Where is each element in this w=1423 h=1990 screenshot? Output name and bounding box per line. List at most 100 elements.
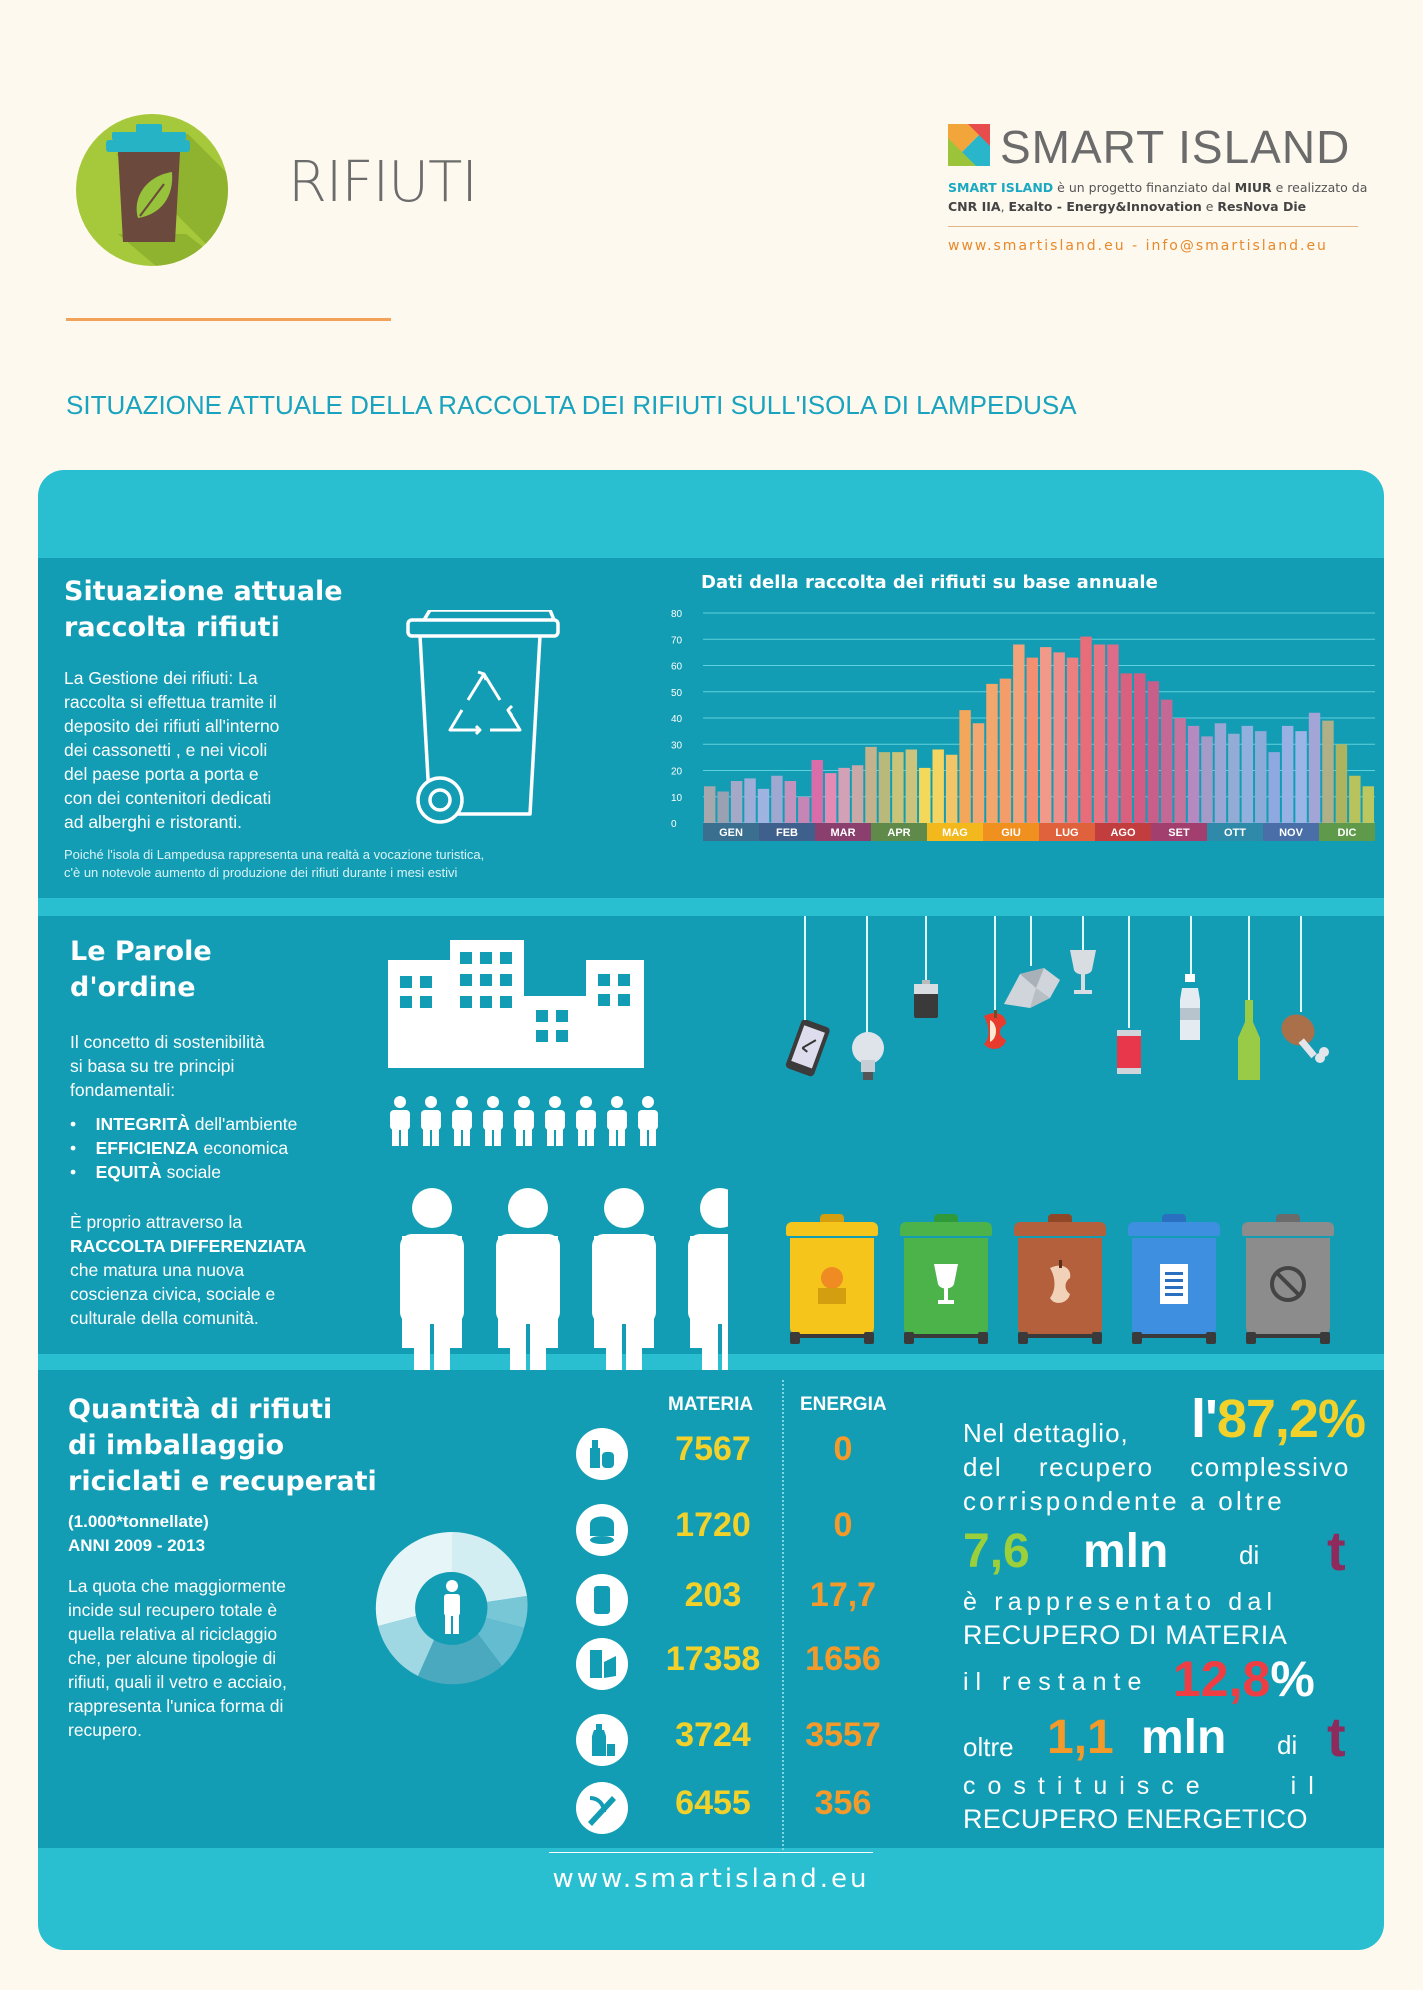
y-tick-label: 70: [671, 635, 683, 646]
chart-bar: [945, 754, 958, 823]
footer-website-link[interactable]: www.smartisland.eu: [552, 1864, 870, 1894]
table-divider: [782, 1380, 784, 1850]
packaging-icon: [590, 1440, 614, 1468]
section-current-situation: [38, 558, 1384, 898]
month-band: [1319, 823, 1375, 841]
blue-bin: [1128, 1214, 1220, 1346]
chart-bar: [771, 775, 783, 823]
footer-divider: [549, 1852, 873, 1853]
chart-bar: [1026, 657, 1038, 823]
chart-bar: [1335, 744, 1348, 823]
chart-bar: [1134, 673, 1146, 823]
section-packaging-recovery: [38, 1370, 1384, 1848]
section2-intro: Il concetto di sostenibilità si basa su t…: [70, 1032, 265, 1100]
main-panel: Situazione attuale raccolta rifiuti La Ge…: [38, 470, 1384, 1950]
packaging-icon: [590, 1516, 614, 1544]
recovery-donut-chart: [375, 1531, 528, 1685]
section2-title: Le Parole d'ordine: [70, 936, 212, 1003]
person-icon: [545, 1096, 565, 1146]
month-label: APR: [887, 827, 910, 839]
month-label: LUG: [1055, 827, 1078, 839]
principle-item: • EQUITÀ sociale: [70, 1162, 222, 1182]
waste-bin-logo: [76, 114, 228, 266]
chart-bar: [1268, 752, 1280, 823]
chart-bar: [1080, 636, 1092, 823]
energia-value: 17,7: [809, 1576, 877, 1614]
energia-value: 356: [814, 1784, 872, 1822]
chart-bar: [1362, 786, 1374, 823]
person-icon: [483, 1096, 503, 1146]
chart-bar: [730, 781, 743, 823]
glass-icon: [934, 1264, 958, 1304]
packaging-icon: [592, 1724, 615, 1756]
can-icon: [1117, 1030, 1141, 1074]
chart-bar: [811, 760, 823, 823]
chart-bar: [757, 788, 770, 823]
chart-bar: [704, 786, 716, 823]
chart-bar: [1322, 720, 1334, 823]
chart-bar: [1147, 681, 1159, 823]
section1-note: Poiché l'isola di Lampedusa rappresenta …: [64, 847, 485, 880]
smart-island-logo-icon: [948, 124, 990, 166]
month-label: AGO: [1110, 827, 1136, 839]
material-type-icon: [576, 1574, 628, 1626]
chart-bar: [717, 791, 729, 823]
materia-value: 7567: [675, 1430, 751, 1468]
chart-bar: [1093, 644, 1106, 823]
month-label: GEN: [719, 827, 743, 839]
chart-title: Dati della raccolta dei rifiuti su base …: [701, 572, 1158, 593]
month-label: SET: [1168, 827, 1190, 839]
chart-bar: [1228, 733, 1240, 823]
person-icon: [421, 1096, 441, 1146]
recycling-bin-icon: [406, 610, 560, 824]
chart-bar: [878, 752, 891, 823]
packaging-icon: [594, 1586, 610, 1614]
chart-bar: [1255, 731, 1267, 823]
phone-icon: [785, 1020, 830, 1077]
y-tick-label: 0: [671, 819, 677, 830]
material-type-icon: [576, 1782, 628, 1834]
section2-outro: È proprio attraverso la RACCOLTA DIFFERE…: [70, 1212, 307, 1328]
annual-waste-chart: Dati della raccolta dei rifiuti su base …: [663, 558, 1383, 898]
header-divider: [66, 318, 391, 321]
principles-list: • INTEGRITÀ dell'ambiente • EFFICIENZA e…: [70, 1112, 390, 1184]
month-label: DIC: [1338, 827, 1357, 839]
chart-bar: [1349, 775, 1361, 823]
chart-bar: [1174, 718, 1186, 823]
brand-name: SMART ISLAND: [1000, 121, 1351, 173]
month-band: [759, 823, 815, 841]
section1-title: Situazione attuale raccolta rifiuti: [64, 576, 343, 643]
col-energia: ENERGIA: [800, 1394, 887, 1415]
brand-divider: [948, 226, 1358, 227]
chart-bar: [959, 710, 971, 823]
col-materia: MATERIA: [668, 1394, 754, 1415]
brand-website-link[interactable]: www.smartisland.eu - info@smartisland.eu: [948, 238, 1328, 254]
chart-bar: [1040, 647, 1052, 823]
month-band: [1039, 823, 1095, 841]
month-band: [703, 823, 759, 841]
chart-bar: [892, 752, 904, 823]
month-band: [1207, 823, 1263, 841]
energia-value: 3557: [805, 1716, 881, 1754]
chart-bar: [1053, 652, 1065, 823]
person-icon: [607, 1096, 627, 1146]
chart-bar: [905, 749, 918, 823]
month-label: GIU: [1001, 827, 1021, 839]
month-band: [1151, 823, 1207, 841]
principle-item: • INTEGRITÀ dell'ambiente: [70, 1114, 298, 1134]
chart-bar: [986, 683, 998, 823]
y-tick-label: 20: [671, 767, 683, 778]
material-type-icon: [576, 1638, 628, 1690]
crumpled-paper-icon: [1004, 968, 1060, 1008]
cardboard-icon: [818, 1267, 846, 1304]
month-band: [871, 823, 927, 841]
chart-bar: [1201, 736, 1213, 823]
chicken-leg-icon: [1281, 1014, 1329, 1063]
plastic-bottle-icon: [1180, 974, 1200, 1040]
green-bin: [900, 1214, 992, 1346]
chart-bar: [1308, 712, 1321, 823]
chart-bar: [838, 767, 850, 823]
chart-bar: [1281, 725, 1294, 823]
section3-title: Quantità di rifiuti di imballaggio ricicla…: [68, 1394, 377, 1497]
organic-icon: [1050, 1260, 1071, 1303]
